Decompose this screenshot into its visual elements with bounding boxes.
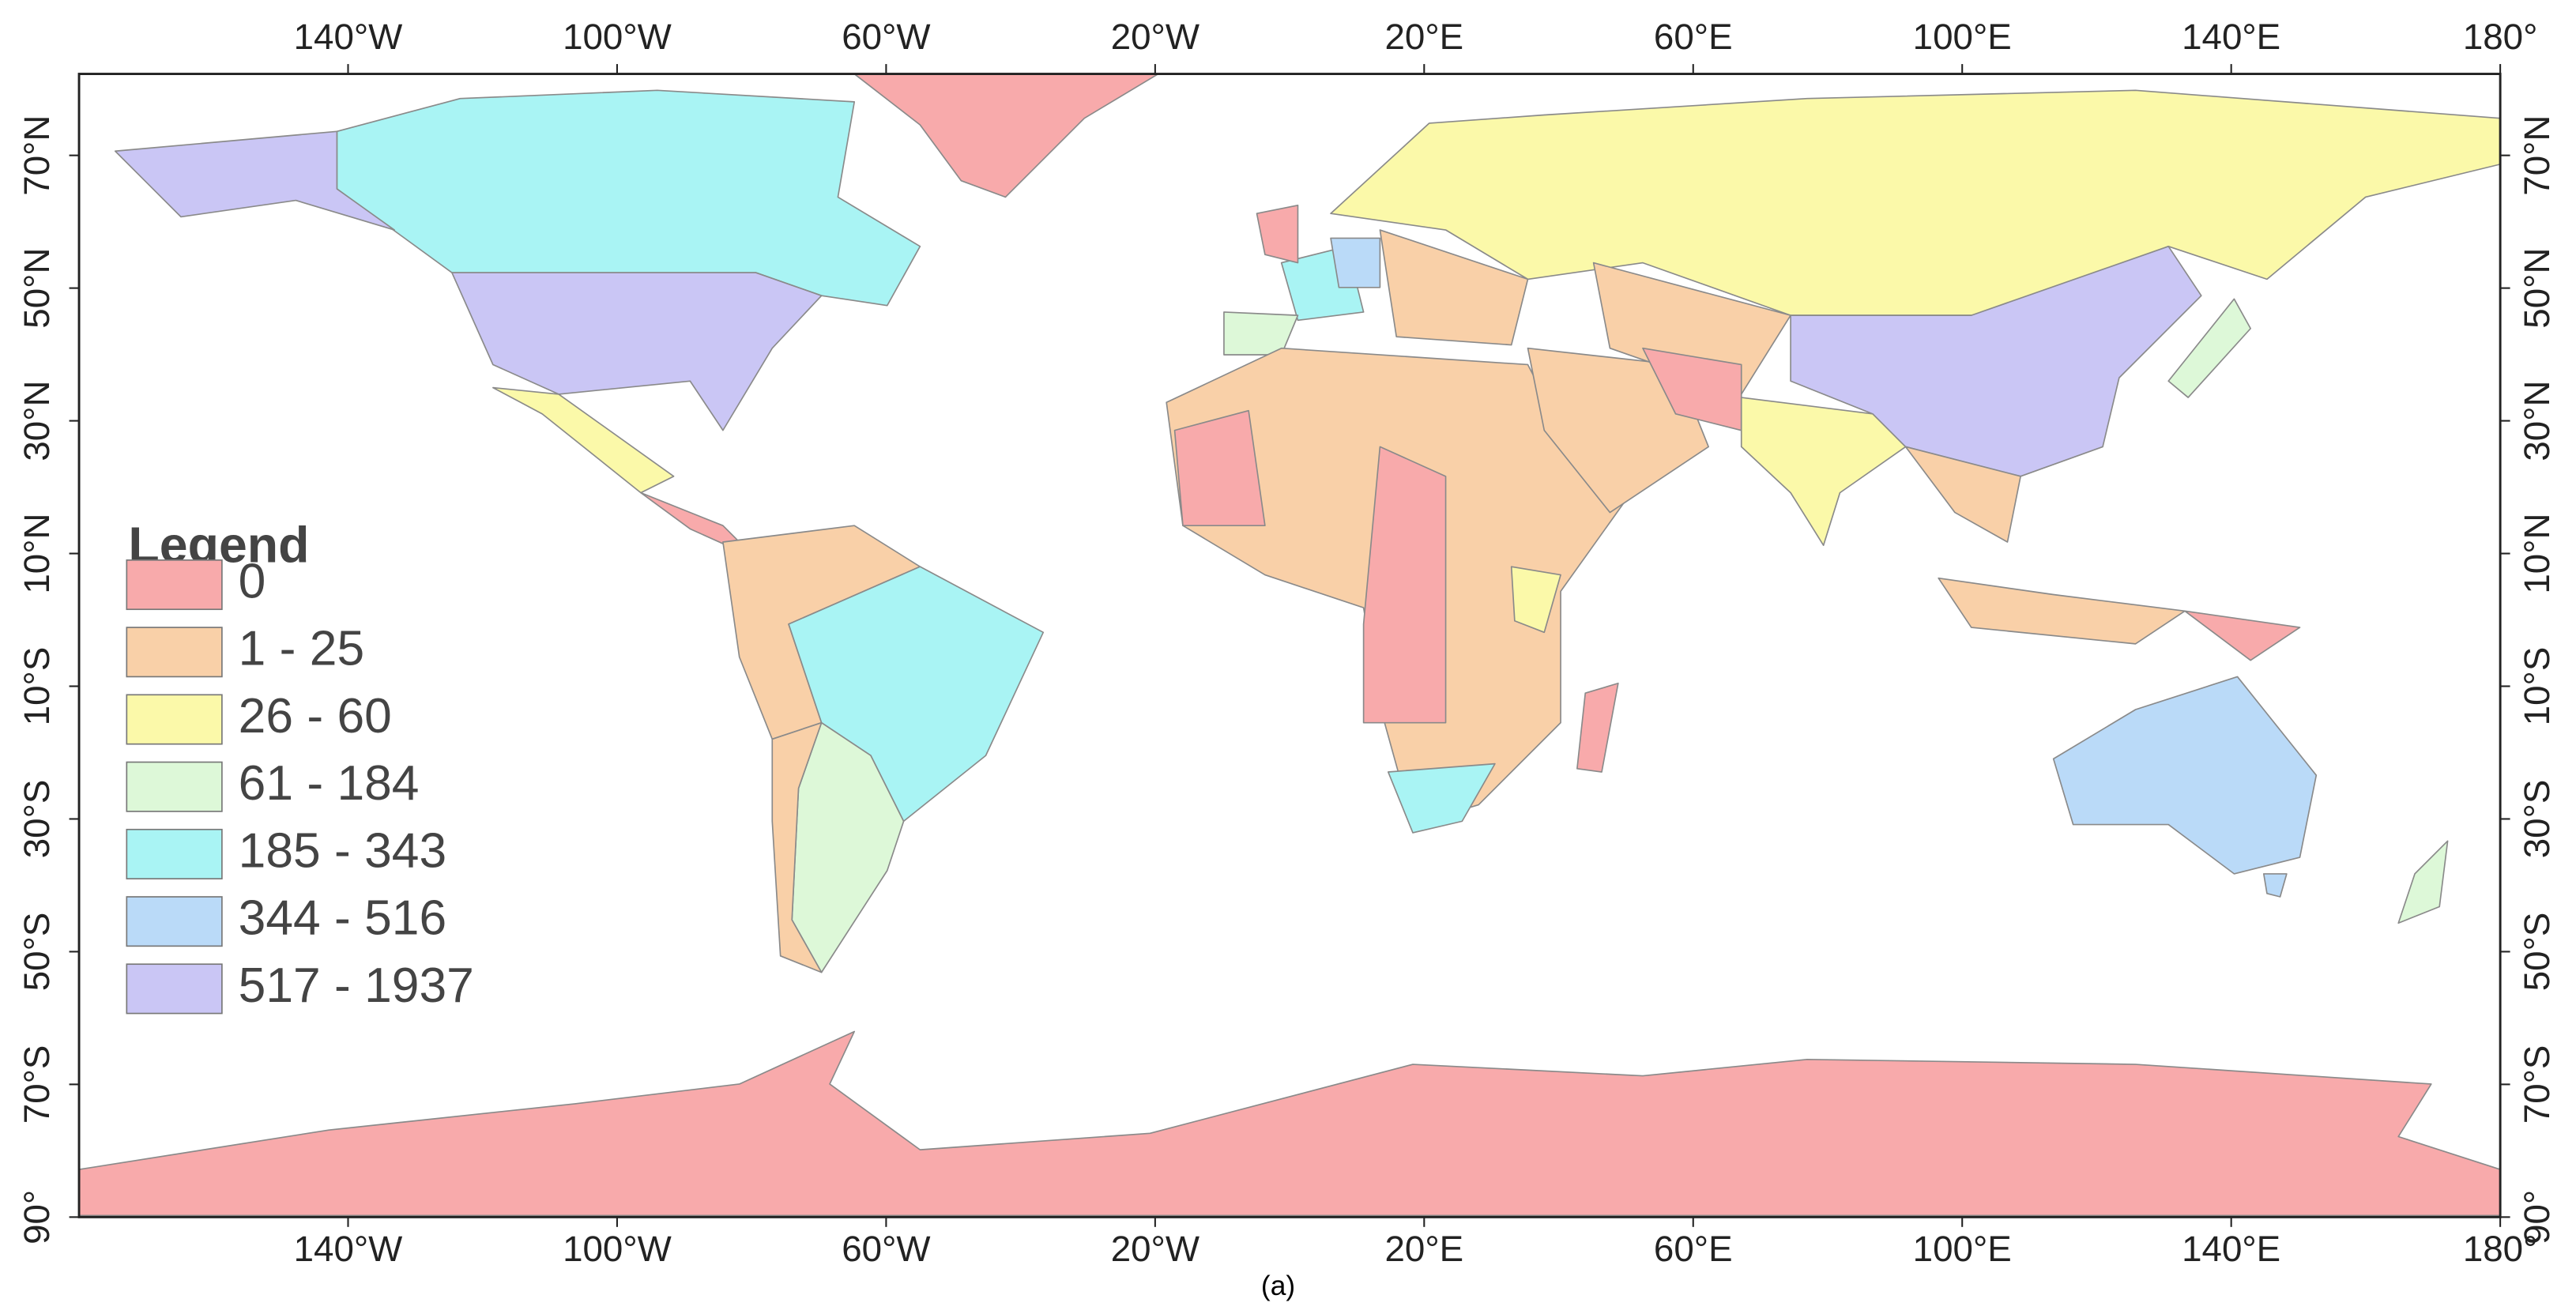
- usa: [451, 272, 823, 431]
- greenland: [853, 73, 1159, 198]
- china: [1790, 245, 2202, 477]
- legend-swatch: [126, 761, 223, 812]
- graticule-labels: 140°W 140°W 100°W 100°W 60°W 60°W 20°W 20°W 20°E…: [17, 17, 2557, 1269]
- legend-label: 185 - 343: [239, 823, 447, 878]
- central-africa: [1362, 446, 1447, 724]
- lon-label-top: 20°W: [1111, 17, 1199, 57]
- lon-label-top: 180°: [2463, 17, 2538, 57]
- southeast-asia: [1904, 446, 2021, 543]
- east-africa: [1510, 566, 1561, 634]
- lat-label-left: 30°S: [17, 780, 57, 859]
- madagascar: [1576, 682, 1619, 773]
- lat-label-left: 70°N: [17, 115, 57, 196]
- lon-label-bottom: 140°E: [2182, 1229, 2280, 1269]
- canada: [336, 89, 921, 307]
- lat-label-right: 90°: [2517, 1190, 2557, 1244]
- eastern-europe: [1379, 229, 1529, 346]
- australia: [2052, 676, 2318, 875]
- lon-label-bottom: 60°E: [1654, 1229, 1733, 1269]
- legend-swatch: [126, 963, 223, 1015]
- lat-label-left: 10°N: [17, 513, 57, 593]
- chile: [771, 721, 823, 973]
- lat-label-left: 90°: [17, 1190, 57, 1244]
- lat-label-right: 70°N: [2517, 115, 2557, 196]
- lon-label-top: 20°E: [1384, 17, 1463, 57]
- lat-label-left: 50°N: [17, 248, 57, 329]
- tasmania: [2262, 873, 2288, 898]
- japan: [2167, 298, 2251, 398]
- lat-label-right: 30°N: [2517, 380, 2557, 461]
- legend-swatch: [126, 896, 223, 947]
- lon-label-bottom: 100°E: [1913, 1229, 2012, 1269]
- lat-label-left: 70°S: [17, 1045, 57, 1124]
- lat-label-right: 10°N: [2517, 513, 2557, 593]
- lat-label-left: 50°S: [17, 913, 57, 992]
- germany: [1330, 237, 1381, 288]
- legend-swatch: [126, 828, 223, 879]
- lon-label-top: 100°W: [563, 17, 672, 57]
- indonesia: [1938, 577, 2186, 645]
- legend-label: 1 - 25: [239, 622, 364, 676]
- lat-label-left: 10°S: [17, 647, 57, 726]
- lat-label-right: 10°S: [2517, 647, 2557, 726]
- legend-label: 26 - 60: [239, 689, 392, 744]
- lon-label-top: 140°W: [294, 17, 403, 57]
- caption: (a): [1261, 1271, 1295, 1301]
- alaska: [114, 130, 395, 231]
- legend-swatch: [126, 694, 223, 745]
- lon-label-top: 100°E: [1913, 17, 2012, 57]
- papua-new-guinea: [2184, 610, 2301, 661]
- uk: [1256, 205, 1299, 264]
- lon-label-top: 60°E: [1654, 17, 1733, 57]
- lon-label-bottom: 100°W: [563, 1229, 672, 1269]
- legend-label: 61 - 184: [239, 756, 420, 811]
- antarctica: [78, 1030, 2501, 1217]
- map-frame: [77, 73, 2502, 1218]
- lat-label-left: 30°N: [17, 380, 57, 461]
- new-zealand: [2397, 840, 2449, 924]
- legend-label: 344 - 516: [239, 891, 447, 946]
- lon-label-bottom: 140°W: [294, 1229, 403, 1269]
- land-layer: [78, 73, 2501, 1217]
- legend: 0 1 - 25 26 - 60 61 - 184 185 - 343 344 - 516…: [126, 555, 474, 1015]
- lon-label-bottom: 60°W: [842, 1229, 930, 1269]
- lat-label-right: 50°N: [2517, 248, 2557, 329]
- lat-label-right: 70°S: [2517, 1045, 2557, 1124]
- lon-label-top: 140°E: [2182, 17, 2280, 57]
- lon-label-bottom: 180°: [2463, 1229, 2538, 1269]
- mexico: [492, 386, 675, 494]
- legend-swatch: [126, 627, 223, 678]
- south-africa: [1387, 762, 1496, 834]
- lon-label-top: 60°W: [842, 17, 930, 57]
- legend-swatch: [126, 559, 223, 611]
- lon-label-bottom: 20°E: [1384, 1229, 1463, 1269]
- west-africa: [1173, 409, 1266, 527]
- lat-label-right: 30°S: [2517, 780, 2557, 859]
- lon-label-bottom: 20°W: [1111, 1229, 1199, 1269]
- legend-label: 517 - 1937: [239, 958, 474, 1013]
- lat-label-right: 50°S: [2517, 913, 2557, 992]
- legend-label: 0: [239, 555, 266, 609]
